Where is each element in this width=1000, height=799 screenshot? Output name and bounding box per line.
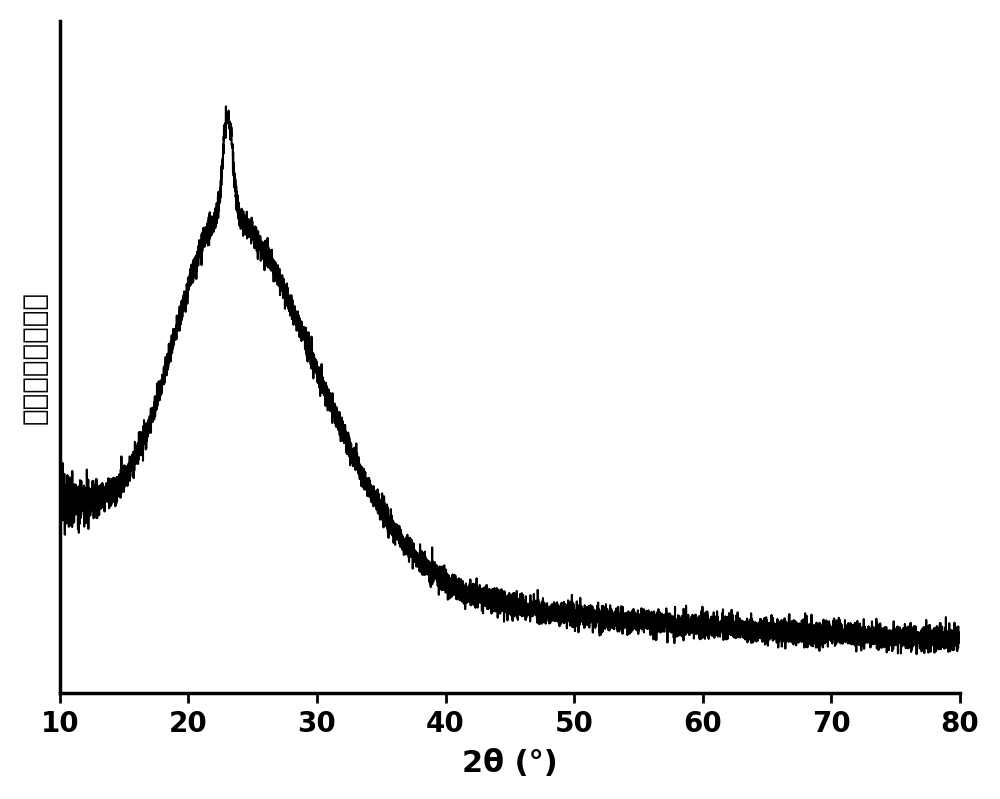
Y-axis label: 强度（任意单位）: 强度（任意单位） <box>21 291 49 423</box>
X-axis label: 2θ (°): 2θ (°) <box>462 749 558 778</box>
